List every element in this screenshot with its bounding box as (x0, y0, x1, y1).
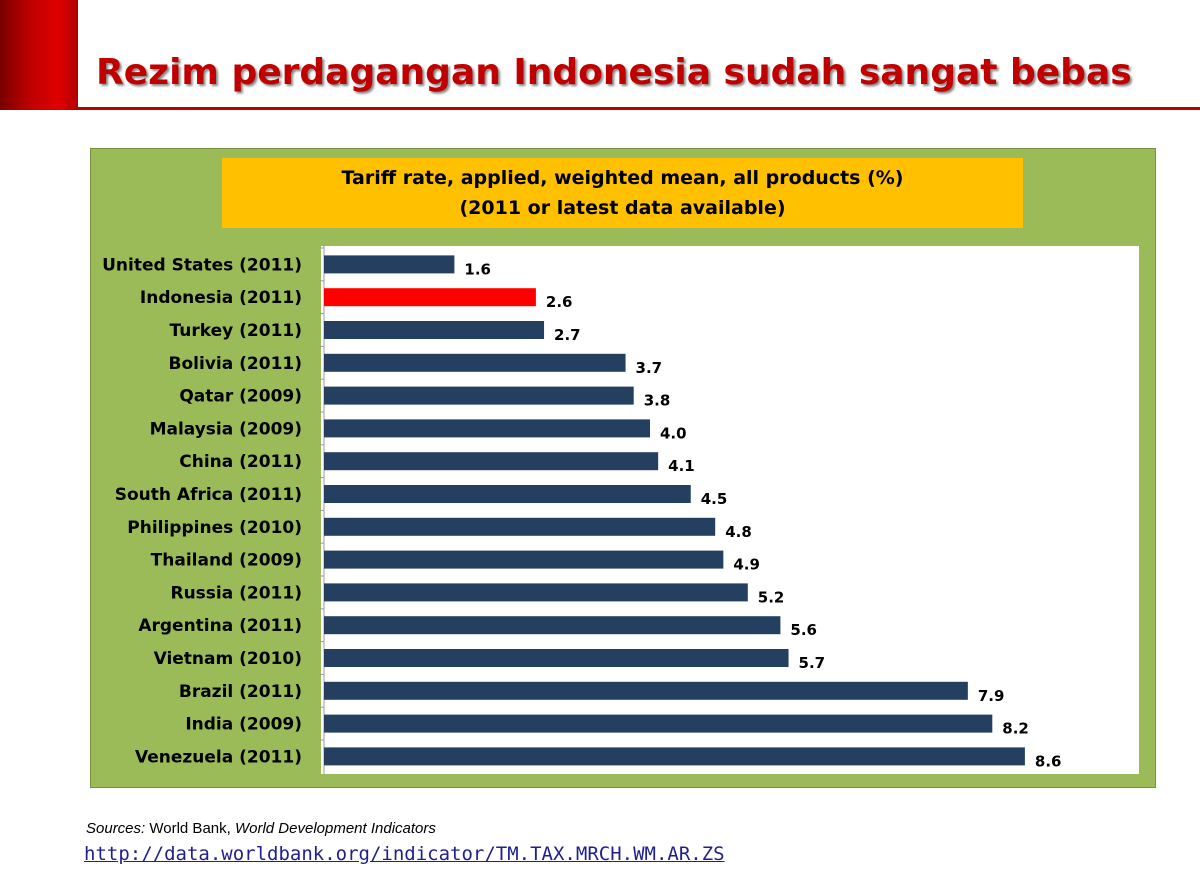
value-label: 4.9 (733, 556, 760, 574)
bar (324, 649, 789, 667)
bar (324, 517, 716, 536)
chart-subtitle: (2011 or latest data available) (459, 197, 786, 219)
bar (324, 616, 781, 635)
bar (324, 714, 993, 733)
value-label: 1.6 (464, 260, 491, 278)
bar-highlight (324, 288, 536, 307)
bar (324, 583, 748, 602)
sources-prefix: Sources: (86, 820, 146, 837)
value-label: 4.8 (725, 523, 752, 541)
category-label: Venezuela (2011) (135, 747, 302, 767)
bar (324, 321, 545, 339)
category-label: United States (2011) (102, 255, 302, 275)
category-label: Malaysia (2009) (150, 419, 302, 439)
sources-publication: World Development Indicators (234, 820, 436, 837)
bar (324, 681, 968, 700)
slide-title: Rezim perdagangan Indonesia sudah sangat… (96, 52, 1132, 93)
category-label: Qatar (2009) (179, 387, 302, 407)
value-label: 8.2 (1002, 720, 1029, 738)
value-label: 8.6 (1035, 752, 1062, 770)
category-label: Argentina (2011) (138, 616, 302, 636)
chart-title: Tariff rate, applied, weighted mean, all… (341, 167, 904, 189)
title-underline (78, 107, 1200, 110)
value-label: 4.0 (660, 424, 687, 442)
value-label: 3.7 (636, 359, 663, 377)
category-label: Philippines (2010) (127, 518, 302, 538)
chart-title-box: Tariff rate, applied, weighted mean, all… (222, 158, 1023, 228)
source-url-link[interactable]: http://data.worldbank.org/indicator/TM.T… (84, 843, 725, 865)
category-label: South Africa (2011) (115, 485, 302, 505)
value-label: 5.2 (758, 588, 785, 606)
bar (324, 550, 724, 569)
category-label: Thailand (2009) (151, 551, 302, 571)
category-label: Turkey (2011) (170, 321, 302, 341)
category-label: Vietnam (2010) (154, 649, 302, 669)
category-label: China (2011) (179, 452, 302, 472)
value-label: 2.6 (546, 293, 573, 311)
bar (324, 419, 650, 438)
bar (324, 353, 626, 372)
bar (324, 747, 1025, 766)
category-label: Bolivia (2011) (169, 354, 302, 374)
chart-frame: Tariff rate, applied, weighted mean, all… (90, 148, 1156, 788)
value-label: 5.6 (790, 621, 817, 639)
value-label: 4.5 (701, 490, 728, 508)
value-label: 4.1 (668, 457, 695, 475)
value-label: 7.9 (978, 687, 1005, 705)
bar (324, 485, 691, 503)
bar (324, 386, 634, 405)
category-label: Indonesia (2011) (140, 288, 302, 308)
title-accent-block (0, 0, 78, 110)
category-label: Brazil (2011) (179, 682, 302, 702)
sources-org: World Bank, (145, 820, 235, 837)
sources-note: Sources: World Bank, World Development I… (86, 820, 436, 837)
value-label: 5.7 (799, 654, 826, 672)
category-label: Russia (2011) (170, 583, 302, 603)
bar-chart: United States (2011) 1.6 Indonesia (2011) 2… (102, 244, 1062, 775)
bar (324, 452, 659, 471)
bar (324, 255, 455, 274)
value-label: 2.7 (554, 326, 581, 344)
value-label: 3.8 (644, 392, 671, 410)
category-label: India (2009) (185, 715, 302, 735)
